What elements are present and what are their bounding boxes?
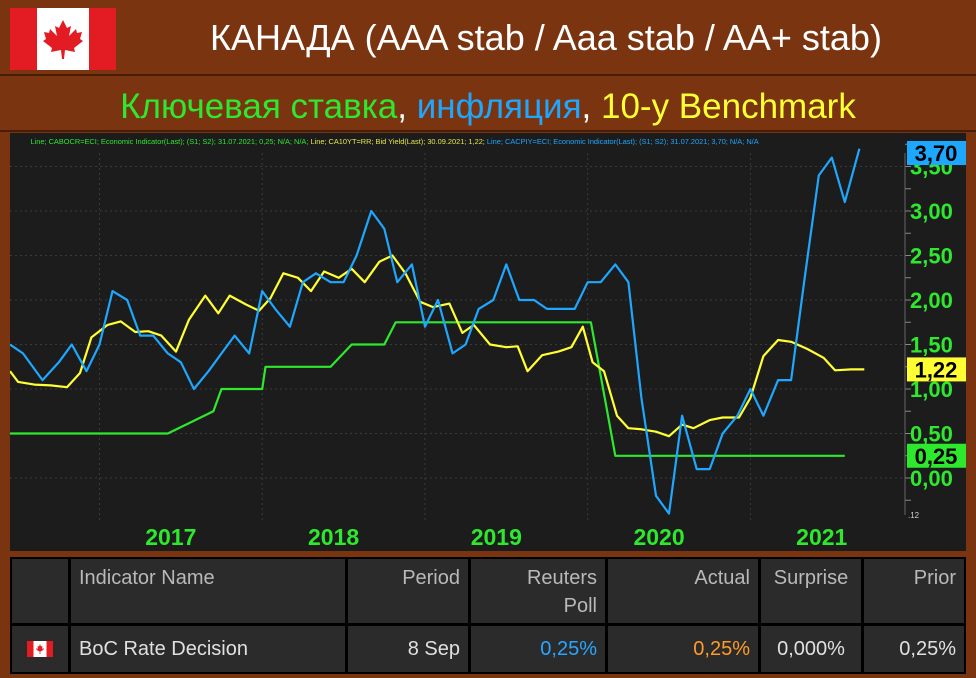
y-tick-label: 0,50: [910, 422, 953, 447]
chart-panel: 2017 2018 2019 2020 2021 0,00 0,50 1,00 1,50 2,0…: [9, 133, 966, 551]
indicator-name: BoC Rate Decision: [71, 626, 345, 672]
table-header-flag: [12, 559, 68, 623]
10y-yield-line: [9, 254, 865, 438]
table-header-name: Indicator Name: [71, 559, 345, 623]
divider: [0, 74, 976, 76]
x-tick-label: 2019: [471, 524, 522, 550]
divider: [0, 130, 976, 132]
cpi-last-value-badge: 3,70: [907, 141, 966, 166]
svg-text:Line; CABOCR=ECI; Economic Ind: Line; CABOCR=ECI; Economic Indicator(Las…: [12, 137, 773, 146]
subtitle-part: Ключевая ставка: [120, 87, 398, 126]
last-value-label: 0,25: [915, 444, 958, 469]
x-tick-label: 2018: [308, 524, 359, 550]
subtitle-part: 10-у Benchmark: [601, 87, 856, 126]
legend-series-policy-rate: Line; CABOCR=ECI; Economic Indicator(Las…: [30, 137, 308, 146]
last-value-label: 3,70: [915, 141, 958, 166]
indicator-actual: 0,25%: [608, 626, 758, 672]
last-value-label: 1,22: [915, 357, 958, 382]
x-tick-label: 2021: [796, 524, 847, 550]
legend-series-10y-yield: Line; CA10YT=RR; Bid Yield(Last); 30.09.…: [310, 137, 484, 146]
table-header-surprise: Surprise: [761, 559, 861, 623]
canada-flag-icon: [10, 8, 116, 70]
subtitle-part: инфляция: [416, 87, 582, 126]
legend-series-cpi: Line; CACPIY=ECI; Economic Indicator(Las…: [487, 137, 759, 146]
chart-subtitle: Ключевая ставка, инфляция, 10-у Benchmar…: [0, 82, 976, 132]
y-tick-label: 2,50: [910, 244, 953, 269]
y-tick-label: 0,00: [910, 466, 953, 491]
indicator-surprise: 0,000%: [761, 626, 861, 672]
subtitle-part: ,: [397, 87, 417, 126]
policy-rate-last-value-badge: 0,25: [907, 443, 966, 469]
table-header-prior: Prior: [864, 559, 964, 623]
y-tick-label: 3,00: [910, 199, 953, 224]
y-tick-label: 2,00: [910, 288, 953, 313]
subtitle-part: ,: [581, 87, 601, 126]
economic-calendar-table: Indicator Name Period Reuters Poll Actual…: [10, 557, 966, 674]
y-tick-label: 1,50: [910, 333, 953, 358]
page-title: КАНАДА (AAA stab / Aaa stab / AA+ stab): [210, 17, 882, 58]
x-tick-label: 2020: [633, 524, 684, 550]
axis-corner-label: .12: [908, 511, 920, 520]
line-chart: 2017 2018 2019 2020 2021 0,000,501,001,502,0…: [9, 137, 966, 550]
policy-rate-line: [10, 321, 845, 457]
x-tick-label: 2017: [145, 524, 196, 550]
table-header-period: Period: [348, 559, 468, 623]
cpi-inflation-line: [9, 148, 861, 515]
table-header-poll: Reuters Poll: [471, 559, 605, 623]
yield-last-value-badge: 1,22: [907, 357, 966, 382]
header: КАНАДА (AAA stab / Aaa stab / AA+ stab): [0, 0, 976, 76]
canada-flag-icon: [12, 626, 68, 672]
table-header-actual: Actual: [608, 559, 758, 623]
indicator-period: 8 Sep: [348, 626, 468, 672]
indicator-poll: 0,25%: [471, 626, 605, 672]
indicator-prior: 0,25%: [864, 626, 964, 672]
